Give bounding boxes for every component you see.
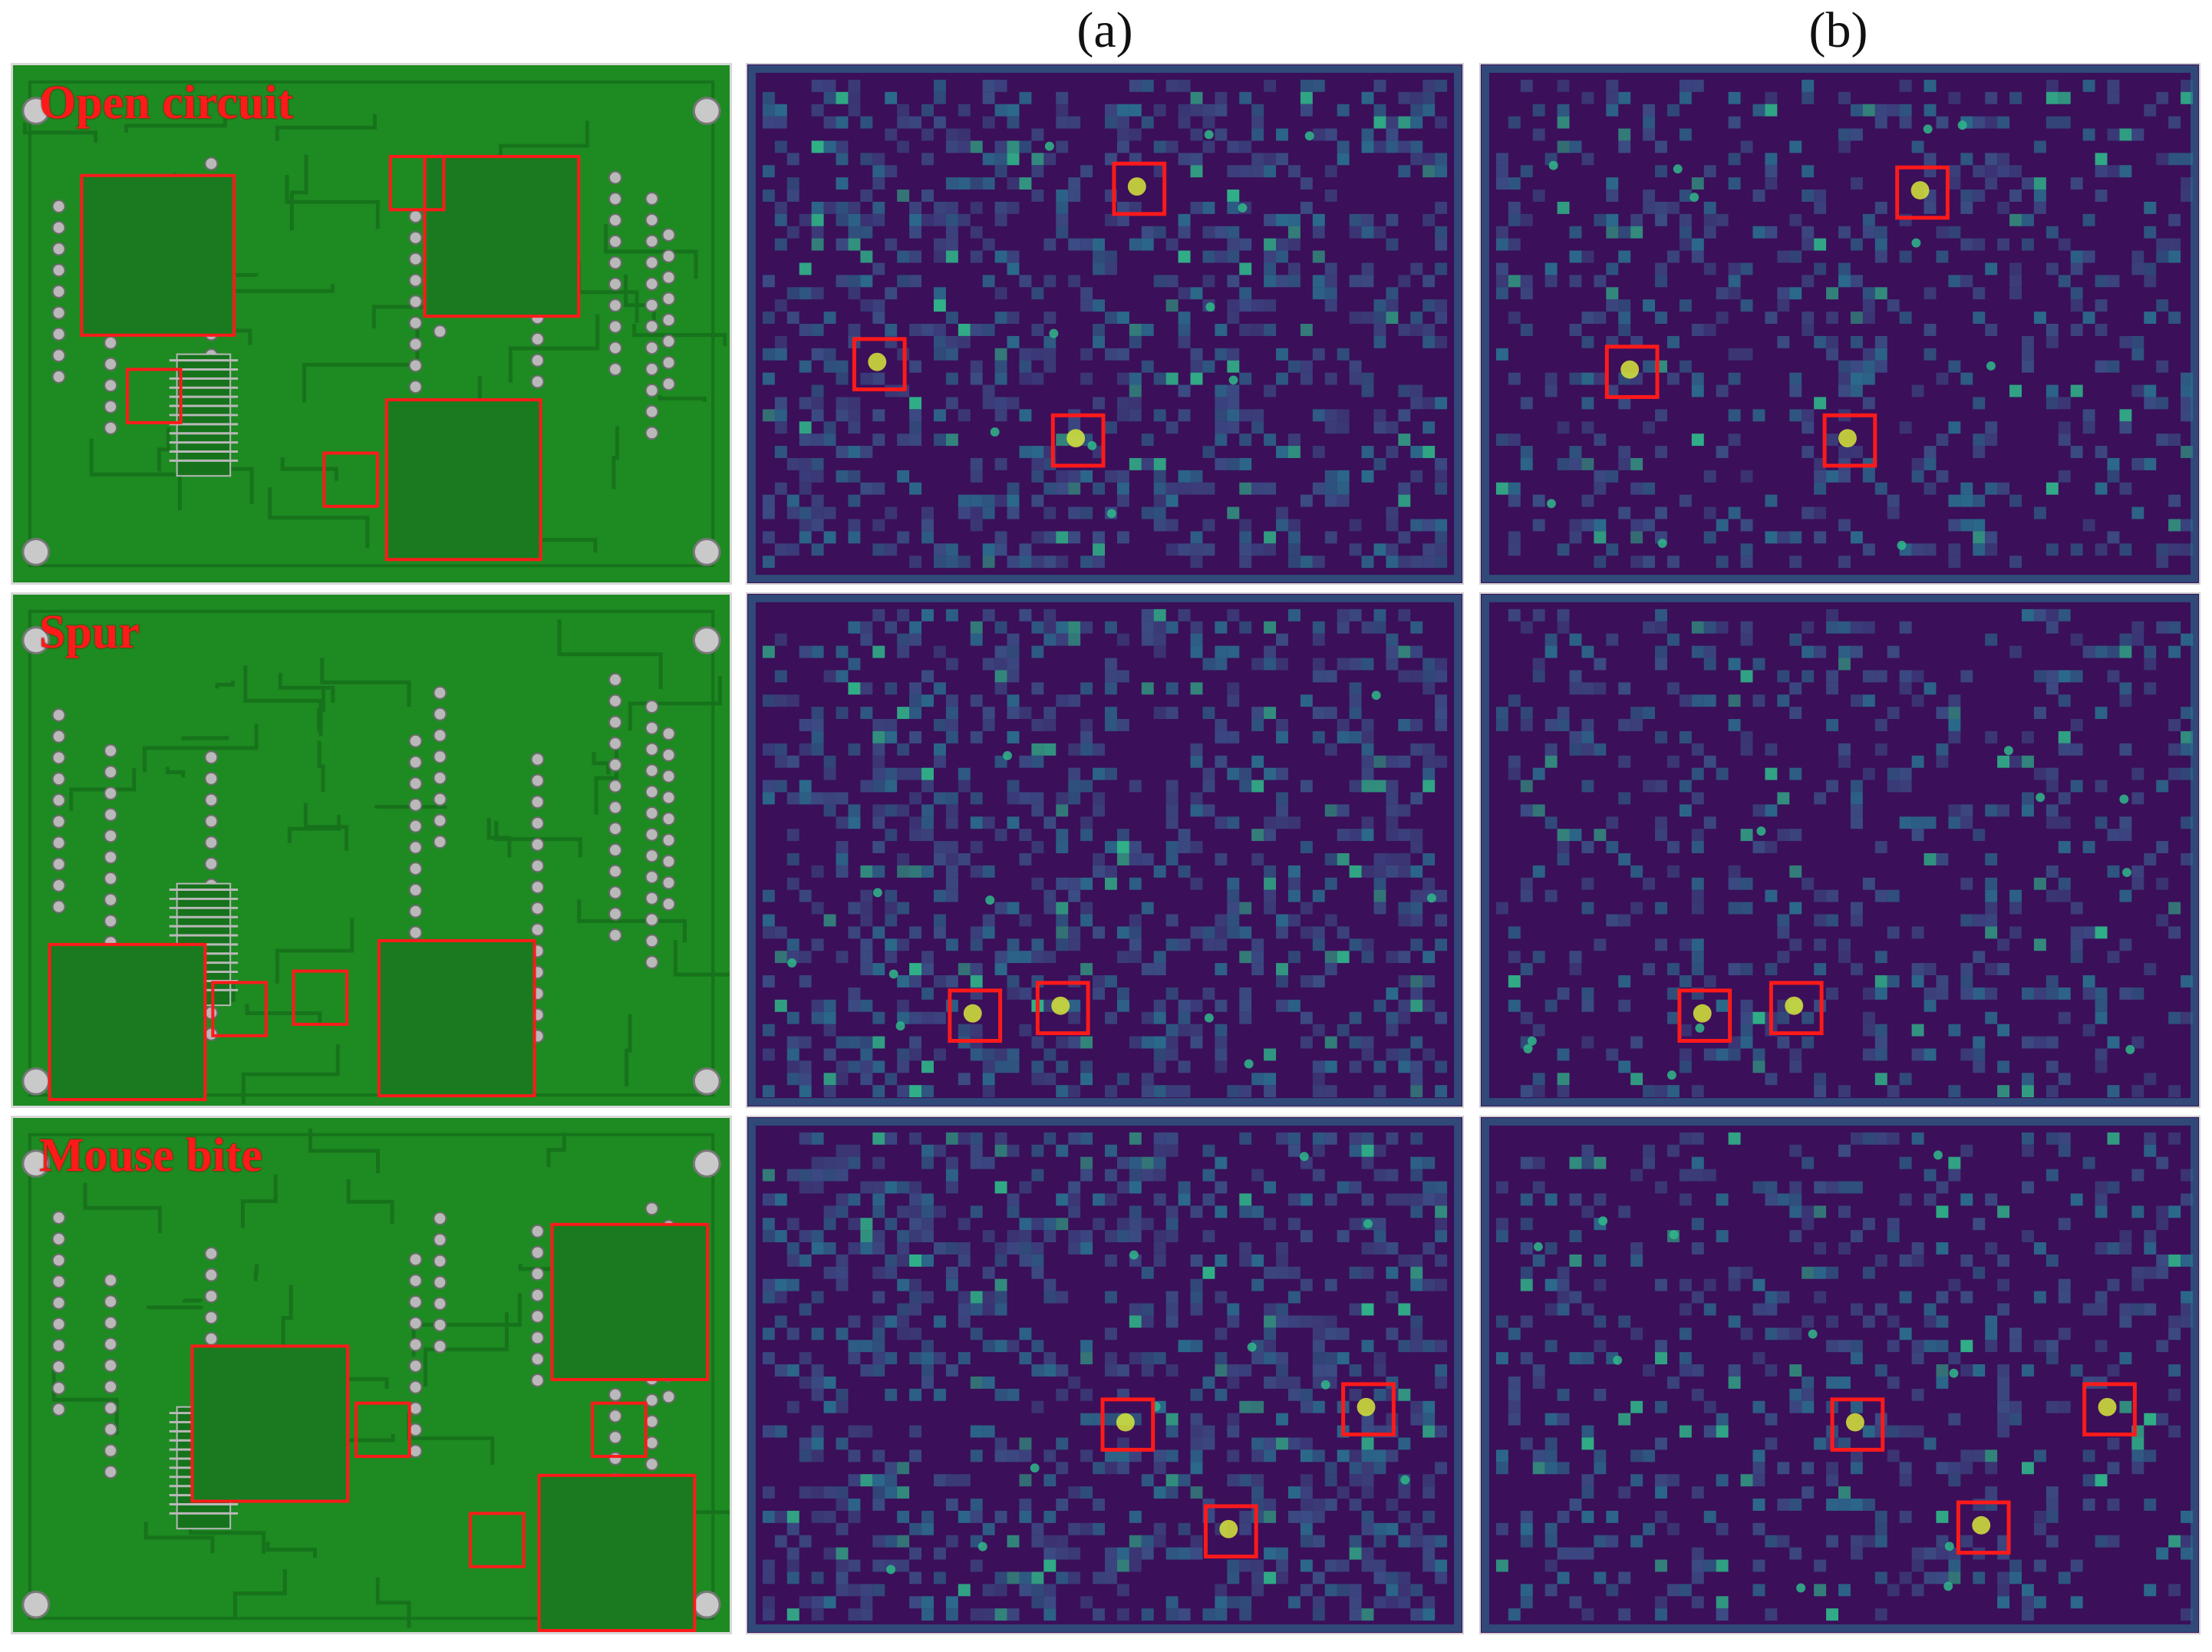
- pcb-drawing-mouse-bite: [21, 1128, 730, 1632]
- heatmap-drawing-a-mouse-bite: [747, 1117, 1462, 1633]
- defect-label-mouse-bite: Mouse bite: [39, 1129, 263, 1182]
- pcb-drawing-spur: [21, 609, 730, 1104]
- heatmap-drawing-b-spur: [1481, 594, 2199, 1106]
- heatmap-a-open-circuit: [746, 63, 1464, 585]
- column-label-b: (b): [1808, 2, 1868, 58]
- heatmap-drawing-b-mouse-bite: [1481, 1117, 2199, 1633]
- heatmap-a-mouse-bite: [746, 1116, 1464, 1634]
- heatmap-b-spur: [1479, 592, 2200, 1108]
- pcb-image-spur: Spur: [11, 592, 732, 1108]
- heatmap-drawing-a-spur: [747, 594, 1462, 1106]
- defect-label-spur: Spur: [39, 606, 140, 658]
- heatmap-drawing-a-open-circuit: [747, 64, 1462, 583]
- heatmap-b-open-circuit: [1479, 63, 2200, 585]
- pcb-drawing-open-circuit: [21, 80, 727, 568]
- pcb-image-mouse-bite: Mouse bite: [11, 1116, 732, 1634]
- pcb-image-open-circuit: Open circuit: [11, 63, 732, 585]
- heatmap-drawing-b-open-circuit: [1481, 64, 2199, 583]
- heatmap-b-mouse-bite: [1479, 1116, 2200, 1634]
- defect-label-open-circuit: Open circuit: [39, 77, 294, 129]
- column-label-a: (a): [1076, 2, 1133, 58]
- heatmap-a-spur: [746, 592, 1464, 1108]
